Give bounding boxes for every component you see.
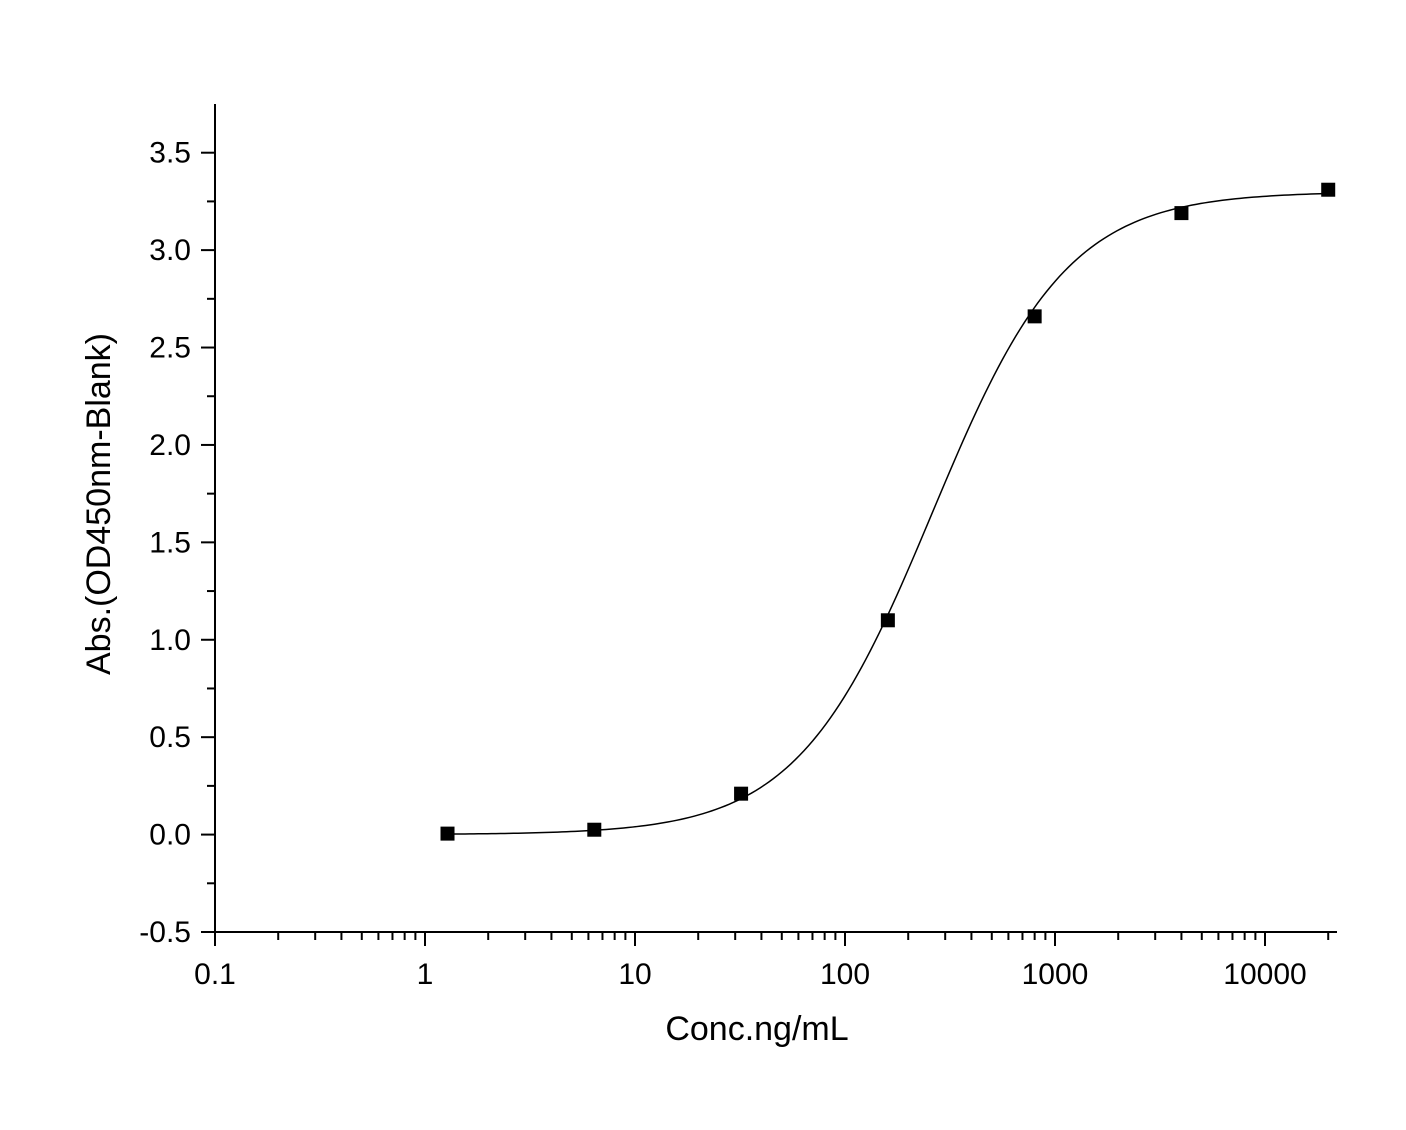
data-point	[587, 822, 602, 837]
x-tick-label: 10000	[1223, 958, 1306, 991]
y-tick-label: 2.0	[149, 429, 191, 462]
x-tick-label: 10	[618, 958, 651, 991]
x-tick-label: 1000	[1022, 958, 1089, 991]
x-tick-label: 0.1	[194, 958, 236, 991]
y-tick-label: 2.5	[149, 332, 191, 365]
y-tick-label: 3.0	[149, 234, 191, 267]
data-point	[1027, 309, 1042, 324]
fit-curve-layer	[447, 192, 1329, 835]
y-axis-title: Abs.(OD450nm-Blank)	[80, 333, 118, 675]
data-points	[440, 182, 1336, 841]
data-point	[440, 826, 455, 841]
axis-ticks: -0.5 0.0 0.5 1.0 1.5 2.0 2.5 3.0 3.5 0.1 1 10 100 100…	[139, 137, 1330, 991]
data-point	[734, 786, 749, 801]
data-point	[880, 613, 895, 628]
y-tick-label: 0.0	[149, 819, 191, 852]
axes	[214, 104, 1337, 933]
y-tick-label: 1.5	[149, 526, 191, 559]
y-tick-label: 3.5	[149, 137, 191, 170]
x-tick-label: 100	[820, 958, 870, 991]
fit-curve	[447, 192, 1329, 835]
y-tick-label: 0.5	[149, 721, 191, 754]
x-tick-label: 1	[417, 958, 434, 991]
data-point	[1321, 182, 1336, 197]
data-point	[1174, 206, 1189, 221]
y-tick-label: -0.5	[139, 916, 191, 949]
x-axis-title: Conc.ng/mL	[665, 1010, 848, 1048]
y-tick-label: 1.0	[149, 624, 191, 657]
